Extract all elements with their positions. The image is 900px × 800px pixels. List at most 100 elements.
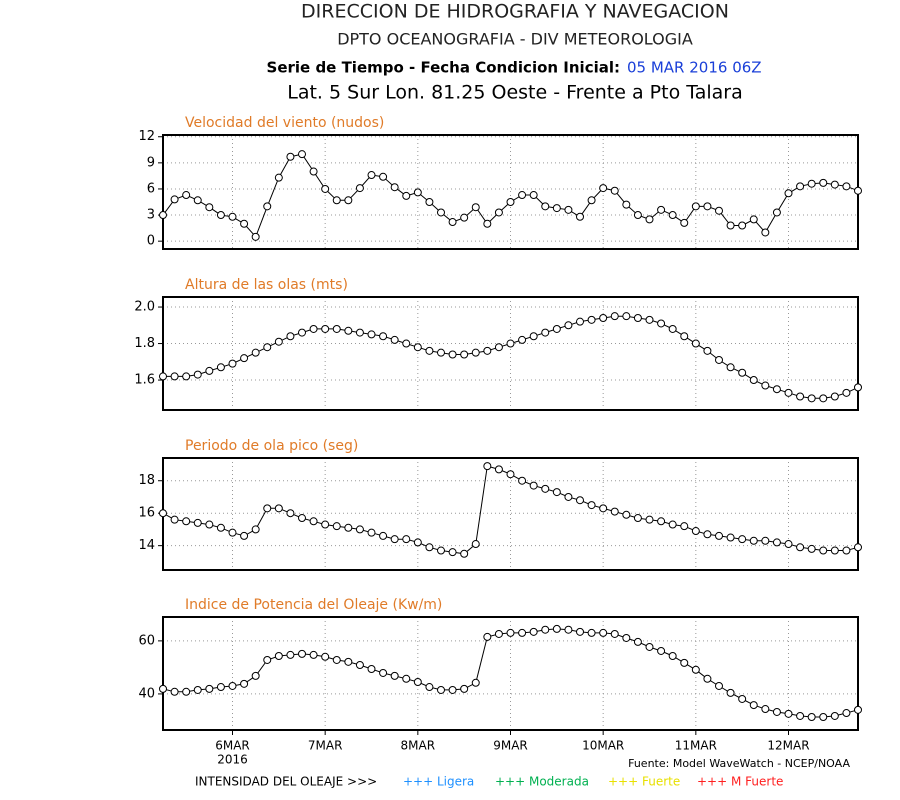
data-point [170,515,179,524]
data-point [205,366,214,375]
data-point [344,196,353,205]
data-point [645,215,654,224]
data-point [576,212,584,221]
data-point [633,514,642,523]
data-point [749,536,758,545]
data-point [657,319,666,328]
data-point [332,522,341,531]
data-point [518,335,527,344]
data-point [830,392,839,401]
data-point [309,650,318,659]
data-point [842,546,851,555]
data-point [749,376,758,385]
data-point [610,629,619,638]
data-point [205,520,214,529]
data-point [726,533,735,542]
data-point [274,651,283,660]
data-point [159,509,167,518]
data-point [541,625,550,634]
data-point [715,355,723,364]
data-point [251,525,260,534]
data-point [425,543,434,552]
data-point [772,707,781,716]
plot-frame [162,296,859,411]
intensity-label: INTENSIDAD DEL OLEAJE >>> [195,775,377,789]
data-point [715,206,723,215]
data-point [216,363,225,372]
legend-item: +++ Moderada [495,775,589,789]
data-point [552,488,561,497]
data-point [599,504,608,513]
data-point [576,496,584,505]
data-point [738,535,747,544]
data-point [830,546,839,555]
data-point [680,218,689,227]
data-point [355,661,364,670]
data-point [437,208,445,217]
data-point [599,184,608,193]
data-point [367,330,376,339]
data-point [228,359,237,368]
data-point [807,713,816,722]
data-point [680,332,689,341]
data-point [367,171,376,180]
data-point [298,514,306,523]
data-point [703,346,712,355]
data-point [321,652,330,661]
data-point [286,332,295,341]
data-point [564,321,573,330]
title: DIRECCION DE HIDROGRAFIA Y NAVEGACION [301,1,729,23]
panel-title: Periodo de ola pico (seg) [185,438,358,454]
y-tick-label: 2.0 [134,300,155,315]
data-point [668,651,677,660]
data-point [483,632,492,641]
legend-item: +++ Fuerte [608,775,680,789]
data-point [819,178,828,187]
data-point [668,211,677,220]
data-point [703,674,712,683]
data-point [506,470,515,479]
data-point [749,701,758,710]
data-point [286,509,295,518]
data-point [529,481,538,490]
data-point [564,625,573,634]
data-point [842,709,851,718]
data-point [668,520,677,529]
data-point [749,215,758,224]
x-tick-label: 6MAR [215,739,250,753]
data-point [529,332,538,341]
data-point [633,637,642,646]
data-point [657,517,666,526]
data-point [518,191,527,200]
data-point [819,713,828,722]
data-point [854,186,862,195]
data-point [483,346,492,355]
data-point [703,202,712,211]
data-point [645,642,654,651]
data-point [645,515,654,524]
data-point [251,232,260,241]
data-point [159,211,167,220]
data-point [182,517,191,526]
y-tick-label: 3 [147,208,155,223]
series-label: Serie de Tiempo - Fecha Condicion Inicia… [267,59,620,77]
data-point [193,518,202,527]
data-point [344,326,353,335]
x-tick-label: 12MAR [767,739,809,753]
data-point [541,484,550,493]
data-point [691,665,700,674]
data-point [726,363,735,372]
data-point [321,184,330,193]
y-tick-label: 6 [147,181,155,196]
data-point [622,200,631,209]
data-point [390,671,399,680]
data-point [761,705,770,714]
data-point [425,198,434,207]
y-tick-label: 18 [138,473,155,488]
data-point [518,476,527,485]
data-point [274,173,283,182]
data-point [471,203,480,212]
data-point [251,348,260,357]
data-point [552,204,561,213]
data-point [854,383,862,392]
